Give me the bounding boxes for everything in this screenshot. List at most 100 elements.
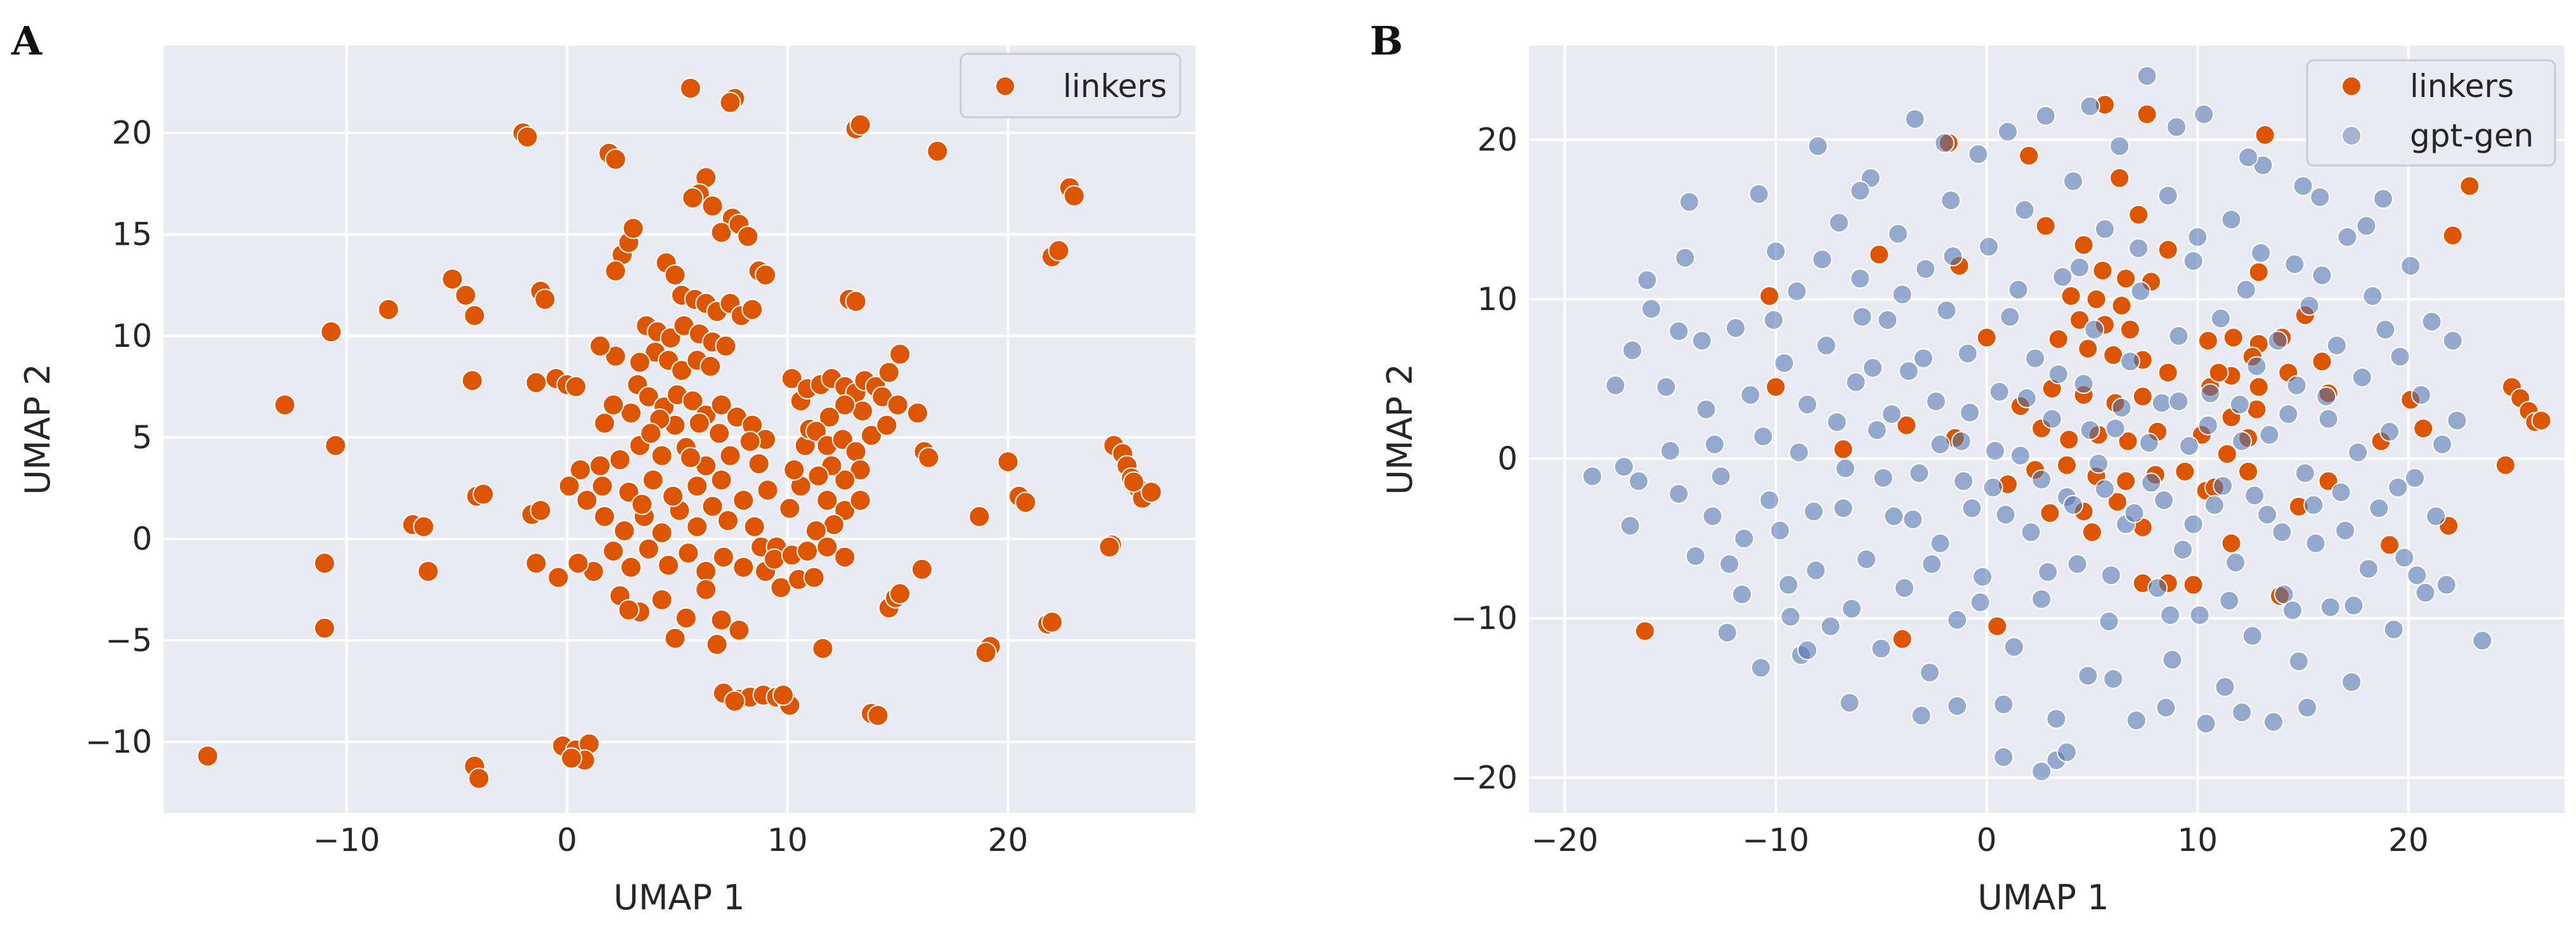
panel-b-x-axis-label: UMAP 1 <box>1977 878 2109 918</box>
panel-b-point-gpt-gen <box>2343 595 2364 616</box>
panel-b-point-gpt-gen <box>2160 605 2181 626</box>
panel-b-point-gpt-gen <box>2267 330 2288 351</box>
panel-b-point-gpt-gen <box>1780 606 1801 627</box>
panel-b-point-gpt-gen <box>1669 483 1689 504</box>
panel-b-point-linkers <box>2175 461 2195 482</box>
panel-b-point-gpt-gen <box>1993 694 2014 715</box>
panel-b-point-linkers <box>2223 327 2244 348</box>
panel-a-y-tick-label: 10 <box>112 318 152 354</box>
panel-a-point-linkers <box>682 187 704 209</box>
panel-a-x-tick-label: 0 <box>557 822 577 859</box>
panel-a-point-linkers <box>594 505 616 528</box>
panel-a-point-linkers <box>717 510 739 531</box>
panel-a-point-linkers <box>530 500 552 521</box>
panel-b-x-tick-label: 0 <box>1977 822 1997 859</box>
panel-b-point-gpt-gen <box>2407 565 2428 586</box>
panel-b-point-gpt-gen <box>2305 533 2326 554</box>
panel-a-point-linkers <box>651 444 673 467</box>
panel-b-grid <box>1529 46 2565 813</box>
panel-a-point-linkers <box>1140 481 1162 503</box>
panel-b-point-linkers <box>2246 399 2267 420</box>
panel-b-point-gpt-gen <box>2352 367 2372 388</box>
panel-b-y-axis-label: UMAP 2 <box>1380 363 1420 495</box>
panel-b-point-gpt-gen <box>2400 256 2421 276</box>
panel-a-y-tick-label: 0 <box>132 521 152 557</box>
panel-a-legend: linkers <box>959 53 1181 119</box>
panel-b-x-tick-label: 20 <box>2388 822 2429 859</box>
panel-b-point-gpt-gen <box>1947 609 1968 630</box>
panel-b-point-gpt-gen <box>2197 415 2218 436</box>
panel-b-point-gpt-gen <box>2472 630 2493 651</box>
panel-a-point-linkers <box>604 345 627 367</box>
panel-b-point-gpt-gen <box>2421 311 2442 332</box>
panel-b-point-gpt-gen <box>1866 420 1887 441</box>
panel-a-x-axis-label: UMAP 1 <box>613 878 745 918</box>
panel-a-point-linkers <box>997 451 1019 473</box>
panel-a-point-linkers <box>274 394 296 416</box>
panel-a-scatter-chart: −10 0 10 20 −10 −5 0 5 10 15 20 UMAP 1 UMAP 2 lin… <box>18 46 1195 918</box>
panel-b-point-gpt-gen <box>2141 472 2162 493</box>
panel-a-point-linkers <box>660 327 682 349</box>
panel-b-point-gpt-gen <box>2105 418 2126 439</box>
panel-b-point-gpt-gen <box>2088 453 2109 474</box>
panel-a-point-linkers <box>849 459 871 481</box>
panel-b-point-gpt-gen <box>2098 611 2119 632</box>
panel-b-point-gpt-gen <box>2079 420 2100 441</box>
panel-b-point-gpt-gen <box>2073 373 2094 394</box>
panel-a-point-linkers <box>679 446 701 469</box>
panel-b-point-gpt-gen <box>1820 616 1841 637</box>
panel-b-point-gpt-gen <box>2031 469 2052 490</box>
panel-b-point-gpt-gen <box>2128 238 2149 259</box>
panel-b-point-gpt-gen <box>1628 470 1649 491</box>
panel-b-point-gpt-gen <box>1679 191 1700 212</box>
panel-b-point-gpt-gen <box>1766 241 1786 262</box>
panel-b-point-linkers <box>2379 535 2400 555</box>
panel-b-legend: linkers gpt-gen <box>2306 59 2556 167</box>
panel-a-point-linkers <box>313 617 335 639</box>
panel-b-point-linkers <box>2117 431 2138 451</box>
panel-a-point-linkers <box>441 268 464 290</box>
panel-a-letter: A <box>11 18 42 64</box>
panel-b-point-gpt-gen <box>1911 705 1932 726</box>
panel-a-point-linkers <box>845 290 867 313</box>
panel-b-point-gpt-gen <box>1850 268 1871 289</box>
panel-a-point-linkers <box>1122 471 1145 493</box>
panel-b-point-linkers <box>2157 240 2178 260</box>
panel-b-point-gpt-gen <box>1620 516 1641 536</box>
panel-a-point-linkers <box>779 497 801 519</box>
panel-b-point-gpt-gen <box>2284 254 2305 275</box>
panel-b-point-gpt-gen <box>2348 442 2369 463</box>
panel-b-point-gpt-gen <box>2242 625 2263 646</box>
panel-a-legend-box <box>959 53 1181 119</box>
panel-b-point-gpt-gen <box>1719 554 1740 574</box>
panel-a-point-linkers <box>547 566 569 588</box>
panel-b-point-gpt-gen <box>2282 600 2303 621</box>
panel-b-point-gpt-gen <box>2194 104 2215 125</box>
panel-b-point-gpt-gen <box>2312 265 2332 286</box>
panel-b-point-gpt-gen <box>2200 383 2221 404</box>
panel-b-point-gpt-gen <box>2213 476 2234 496</box>
panel-b-point-gpt-gen <box>1863 358 1883 379</box>
panel-b-point-gpt-gen <box>2010 445 2031 466</box>
panel-a-point-linkers <box>710 469 732 491</box>
panel-a-point-linkers <box>732 556 755 578</box>
panel-b-point-gpt-gen <box>1941 190 1961 211</box>
panel-b-point-gpt-gen <box>2041 408 2062 429</box>
panel-b-series-linkers <box>1634 94 2552 649</box>
panel-a-point-linkers <box>602 394 625 416</box>
panel-b-point-gpt-gen <box>2293 176 2313 197</box>
panel-a-point-linkers <box>710 221 732 243</box>
panel-a-point-linkers <box>604 260 627 282</box>
panel-b-point-gpt-gen <box>2286 375 2307 396</box>
panel-a-point-linkers <box>516 126 538 148</box>
panel-a-point-linkers <box>417 561 439 583</box>
panel-b-point-gpt-gen <box>1925 391 1946 412</box>
panel-b-point-gpt-gen <box>1828 212 1849 233</box>
panel-b-point-gpt-gen <box>2183 514 2204 535</box>
panel-b-legend-marker-linkers <box>2341 76 2362 96</box>
panel-b-point-gpt-gen <box>2168 325 2189 346</box>
panel-b-point-gpt-gen <box>1998 121 2018 142</box>
panel-a-point-linkers <box>688 412 710 434</box>
panel-b-point-gpt-gen <box>2221 209 2242 230</box>
panel-b-point-linkers <box>2039 503 2060 524</box>
